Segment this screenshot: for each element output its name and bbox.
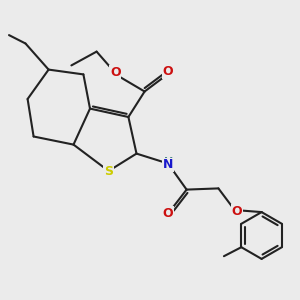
Text: O: O xyxy=(163,207,173,220)
Text: S: S xyxy=(104,165,113,178)
Text: O: O xyxy=(110,66,121,79)
Text: O: O xyxy=(163,65,173,78)
Text: N: N xyxy=(163,158,173,172)
Text: H: H xyxy=(164,157,173,167)
Text: O: O xyxy=(232,205,242,218)
